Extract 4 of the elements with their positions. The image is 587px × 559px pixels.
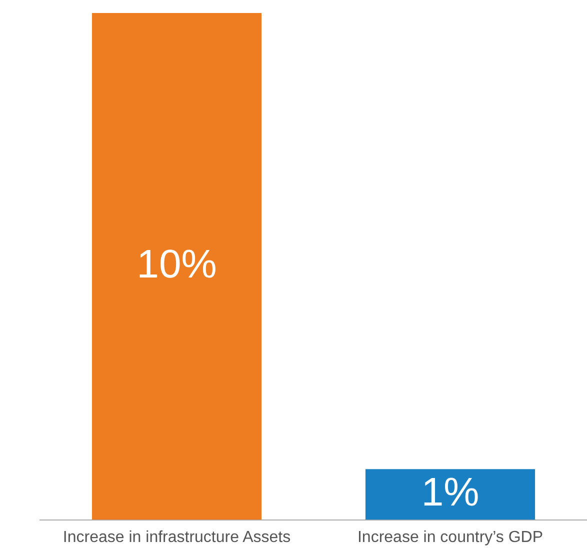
x-tick-label: Increase in infrastructure Assets [62, 528, 291, 546]
x-tick-label: Increase in country’s GDP [357, 528, 544, 546]
data-label: 10% [136, 242, 217, 286]
data-label: 1% [421, 470, 480, 514]
